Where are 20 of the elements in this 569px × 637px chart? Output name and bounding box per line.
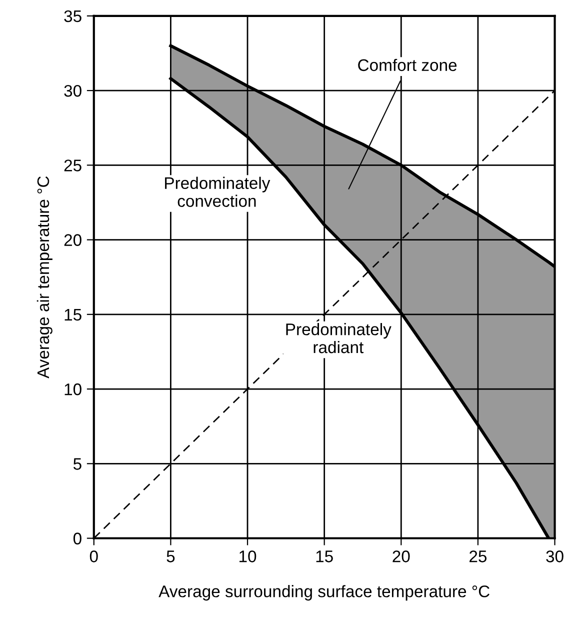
y-tick-label: 0 [73, 532, 82, 544]
y-tick-label: 20 [64, 234, 82, 246]
x-tick-label: 15 [316, 550, 333, 562]
x-tick-label: 5 [166, 550, 175, 562]
y-tick-label: 10 [64, 383, 82, 396]
y-tick-label: 15 [64, 308, 82, 321]
annotation: Comfort zone [358, 58, 457, 72]
y-axis-title: Average air temperature °C [36, 176, 52, 378]
x-axis-title: Average surrounding surface temperature °C [158, 585, 490, 601]
x-tick-label: 0 [90, 550, 98, 562]
x-tick-label: 10 [240, 550, 256, 562]
y-tick-label: 5 [73, 458, 82, 470]
annotation: Predominately convection [165, 176, 270, 207]
y-tick-label: 30 [64, 84, 82, 97]
x-tick-label: 20 [392, 550, 410, 562]
annotation: Predominately radiant [286, 323, 392, 354]
y-tick-label: 35 [64, 10, 82, 22]
y-tick-label: 25 [64, 160, 82, 172]
x-tick-label: 25 [470, 550, 487, 562]
x-tick-label: 30 [546, 550, 564, 562]
